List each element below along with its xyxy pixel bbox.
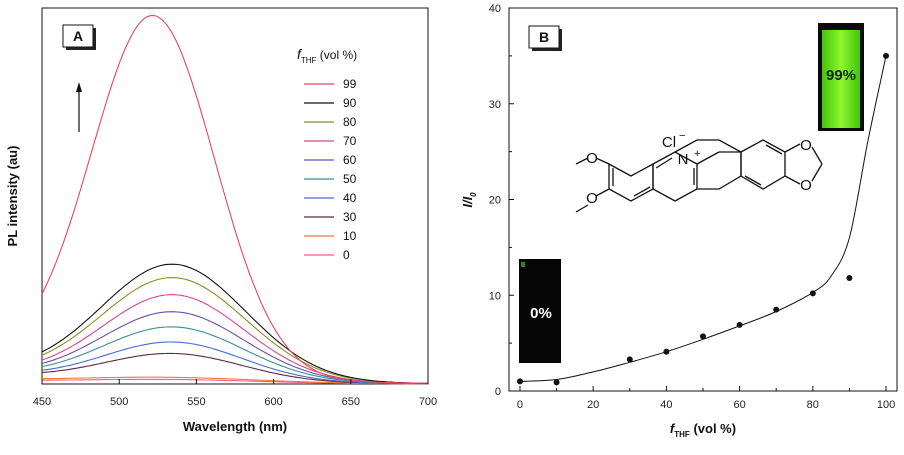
legend-entries: 99 90 80 70 60 50 40 30 10 0 (304, 77, 357, 262)
panel-b-y-axis-label: I/I0 (460, 192, 478, 208)
data-point (516, 378, 523, 385)
panel-b-y-tick-label: 10 (489, 290, 501, 302)
panel-b-x-tick-label: 20 (587, 399, 599, 411)
panel-a-x-tick-label: 500 (110, 396, 128, 408)
panel-b-x-tick-label: 40 (660, 399, 672, 411)
panel-a-y-axis-label: PL intensity (au) (5, 146, 20, 247)
data-point (736, 321, 743, 328)
data-point (773, 306, 780, 313)
data-point (553, 379, 560, 386)
legend-label-60: 60 (343, 153, 357, 167)
panel-a-x-tick-label: 550 (187, 396, 205, 408)
pl-curve-90 (41, 263, 428, 384)
panel-b-label-box (528, 25, 560, 49)
dioxole-oxygen-top: O (800, 137, 812, 154)
dioxole-oxygen-bottom: O (800, 177, 812, 194)
legend-label-99: 99 (343, 77, 357, 91)
panel-a-x-tick-label: 450 (33, 396, 51, 408)
panel-b-label: B (539, 29, 549, 45)
panel-b-x-tick-label: 60 (733, 399, 745, 411)
panel-b: 0 20 40 60 80 100 0 10 20 30 40 B 0% 99% (460, 3, 898, 439)
nitrogen-atom: N (678, 151, 689, 168)
data-point (663, 348, 670, 355)
panel-b-x-axis-label: fTHF (vol %) (670, 421, 736, 439)
legend-label-70: 70 (343, 134, 357, 148)
data-point (809, 290, 816, 297)
data-point (626, 356, 633, 363)
data-point (883, 52, 890, 59)
panel-a-x-tick-label: 650 (342, 396, 360, 408)
panel-a-plot-frame (41, 7, 429, 385)
increase-arrow-icon (76, 82, 82, 132)
panel-b-y-tick-label: 0 (495, 386, 501, 398)
methoxy-oxygen-bottom: O (586, 190, 598, 207)
legend-label-40: 40 (343, 191, 357, 205)
data-point (700, 333, 706, 340)
vial-inset-99-percent: 99% (818, 23, 864, 131)
vial-inset-0-percent: 0% (519, 259, 561, 363)
panel-a: 450 500 550 600 650 700 A fTHF (vol %) 999080… (5, 7, 437, 434)
panel-b-x-tick-label: 0 (517, 399, 523, 411)
panel-a-x-axis-label: Wavelength (nm) (183, 419, 287, 434)
panel-b-y-tick-label: 40 (489, 3, 501, 15)
vial-label-low: 0% (530, 305, 552, 322)
nitrogen-charge: + (694, 148, 700, 160)
legend-label-80: 80 (343, 115, 357, 129)
pl-curve-99 (41, 14, 429, 384)
legend-label-10: 10 (343, 229, 357, 243)
legend-label-50: 50 (343, 172, 357, 186)
panel-a-x-tick-label: 600 (264, 396, 282, 408)
pl-curve-40 (41, 341, 428, 385)
legend-label-0: 0 (343, 248, 350, 262)
panel-a-curves (41, 14, 429, 385)
panel-a-x-ticks: 450 500 550 600 650 700 (33, 379, 437, 408)
methoxy-oxygen-top: O (586, 150, 598, 167)
panel-b-points (516, 52, 890, 386)
panel-b-x-tick-label: 100 (877, 399, 895, 411)
legend-title: fTHF (vol %) (297, 46, 357, 65)
berberine-atom-labels: O O N + O O Cl − (586, 130, 812, 207)
data-point (846, 275, 853, 282)
chloride-charge: − (679, 130, 685, 142)
panel-b-y-tick-label: 20 (489, 195, 501, 207)
panel-a-x-tick-label: 700 (419, 396, 437, 408)
pl-curve-50 (41, 326, 428, 385)
panel-a-legend: fTHF (vol %) 99 90 80 70 60 50 40 30 10 0 (297, 46, 357, 262)
legend-label-90: 90 (343, 96, 357, 110)
panel-b-x-tick-label: 80 (807, 399, 819, 411)
vial-label-high: 99% (826, 67, 856, 84)
panel-b-ticks: 0 20 40 60 80 100 0 10 20 30 40 (489, 3, 895, 411)
berberine-structure (575, 139, 823, 213)
panel-a-label-box (62, 24, 94, 48)
pl-curve-80 (41, 277, 428, 384)
panel-b-y-tick-label: 30 (489, 99, 501, 111)
panel-a-label: A (73, 28, 83, 44)
legend-label-30: 30 (343, 210, 357, 224)
chloride-counterion: Cl (662, 134, 676, 151)
panel-b-fit-curve (519, 55, 887, 382)
